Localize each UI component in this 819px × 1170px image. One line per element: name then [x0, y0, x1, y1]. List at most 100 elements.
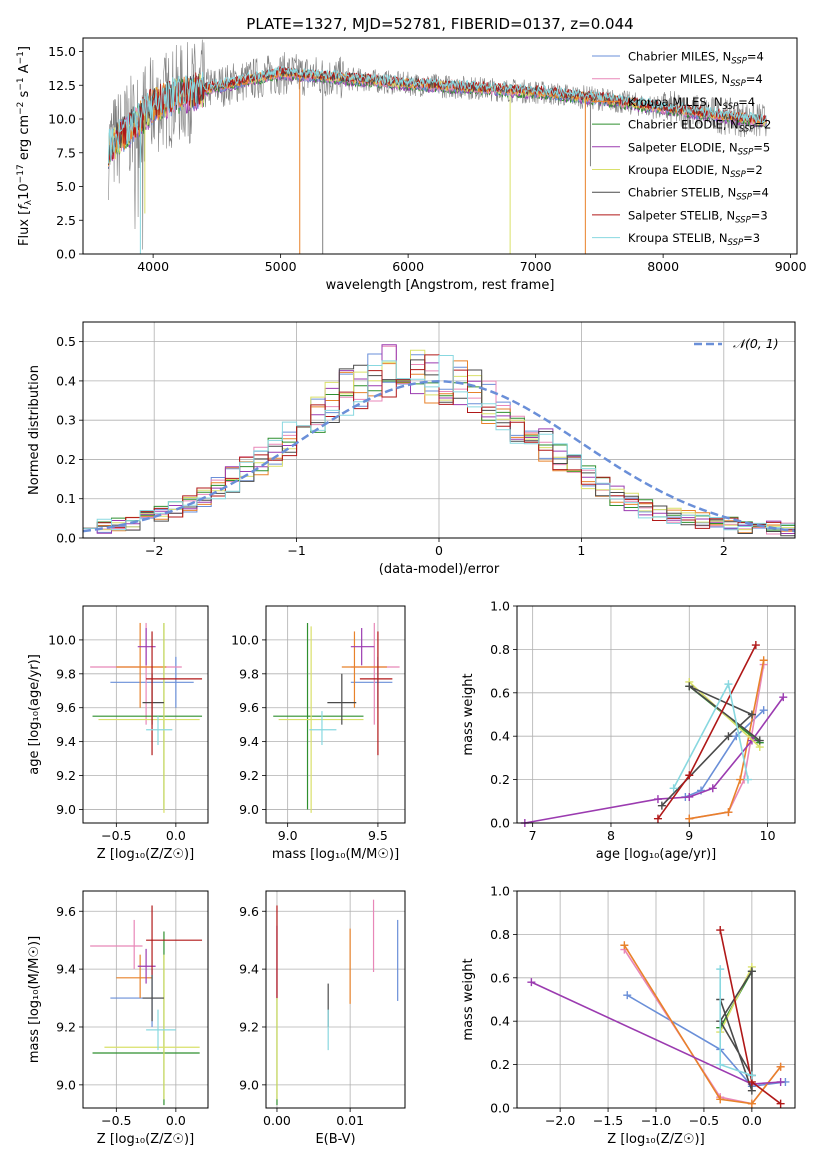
weight-marker: [724, 808, 733, 817]
axes-frame: [82, 890, 209, 1109]
weight-marker: [724, 680, 733, 689]
x-axis-label: (data-model)/error: [379, 562, 500, 577]
weight-line: [689, 660, 765, 820]
x-tick-label: 8000: [647, 259, 679, 274]
x-tick-label: 6000: [392, 259, 424, 274]
y-tick-label: 0.0: [56, 247, 76, 262]
y-tick-label: 9.4: [239, 962, 259, 977]
residuals-plot-area: [83, 344, 795, 537]
weight-marker: [653, 795, 662, 804]
weight-marker: [747, 967, 756, 976]
y-tick-label: 9.2: [56, 768, 76, 783]
weight_vs_z-plot-area: [527, 926, 790, 1108]
x-axis-label: mass [log₁₀(M/M☉)]: [272, 847, 399, 862]
age_vs_z-plot-area: [90, 622, 203, 813]
weight-line: [524, 696, 784, 824]
weight-marker: [685, 814, 694, 823]
y-tick-label: 2.5: [56, 213, 76, 228]
x-axis-label: age [log₁₀(age/yr)]: [596, 847, 717, 862]
y-tick-label: 10.0: [48, 632, 76, 647]
x-tick-label: 7000: [520, 259, 552, 274]
y-tick-label: 9.6: [56, 904, 76, 919]
x-tick-label: 0.01: [336, 1113, 364, 1128]
x-tick-label: 4000: [137, 259, 169, 274]
y-tick-label: 9.8: [56, 666, 76, 681]
weight_vs_age-panel: 7 8 9 10 0.0 0.2 0.4 0.6 0.8 1.0 age [log₁₀(age/yr…: [461, 599, 796, 862]
y-tick-label: 5.0: [56, 179, 76, 194]
axes-frame: [265, 605, 406, 824]
weight-marker: [779, 693, 788, 702]
y-tick-label: 9.6: [56, 700, 76, 715]
weight-marker: [755, 736, 764, 745]
legend: 𝒩(0, 1): [694, 336, 779, 351]
x-axis-label: Z [log₁₀(Z/Z☉)]: [97, 847, 194, 862]
x-tick-label: 10: [760, 828, 776, 843]
weight-marker: [716, 926, 725, 935]
legend-label: 𝒩(0, 1): [733, 336, 779, 351]
legend-label: Kroupa MILES, NSSP=4: [628, 95, 755, 112]
x-tick-label: 0.0: [166, 1113, 186, 1128]
mass_vs_z-plot-area: [90, 905, 203, 1106]
y-axis-label: Flux [fλ10−17 erg cm−2 s−1 A−1]: [16, 46, 34, 246]
weight-marker: [685, 771, 694, 780]
x-tick-label: −1: [287, 543, 305, 558]
x-tick-label: 1: [577, 543, 585, 558]
y-tick-label: 9.4: [239, 734, 259, 749]
legend: Chabrier MILES, NSSP=4 Salpeter MILES, NS…: [592, 50, 771, 248]
x-tick-label: −0.5: [101, 828, 131, 843]
y-tick-label: 9.0: [56, 1077, 76, 1092]
y-tick-label: 0.6: [490, 970, 510, 985]
x-tick-label: 5000: [265, 259, 297, 274]
weight-marker: [736, 775, 745, 784]
weight-marker: [669, 784, 678, 793]
x-tick-label: −0.5: [689, 1113, 719, 1128]
weight-marker: [759, 656, 768, 665]
y-tick-label: 1.0: [490, 884, 510, 899]
y-tick-label: 7.5: [56, 145, 76, 160]
x-tick-label: −1.0: [641, 1113, 671, 1128]
weight-line: [626, 994, 786, 1088]
y-tick-label: 0.8: [490, 927, 510, 942]
residuals-panel: −2 −1 0 1 2 0.0 0.1 0.2 0.3 0.4 0.5 (data-model)/er…: [27, 321, 796, 577]
y-tick-label: 9.0: [56, 802, 76, 817]
y-tick-label: 12.5: [48, 78, 76, 93]
legend-label: Chabrier STELIB, NSSP=4: [628, 186, 769, 203]
y-tick-label: 9.2: [239, 768, 259, 783]
x-tick-label: 2: [720, 543, 728, 558]
y-tick-label: 9.6: [239, 904, 259, 919]
axes-frame: [82, 37, 798, 255]
weight-marker: [716, 1060, 725, 1069]
y-axis-label: mass weight: [461, 958, 476, 1040]
weight-line: [623, 944, 782, 1105]
weight-marker: [751, 641, 760, 650]
y-tick-label: 9.0: [239, 802, 259, 817]
x-tick-label: 9.5: [368, 828, 388, 843]
y-tick-label: 0.2: [490, 772, 510, 787]
axes-frame: [516, 890, 796, 1109]
x-axis-label: wavelength [Angstrom, rest frame]: [326, 278, 555, 293]
x-tick-label: 9: [685, 828, 693, 843]
legend-label: Kroupa STELIB, NSSP=3: [628, 231, 760, 248]
age_vs_mass-plot-area: [273, 622, 400, 813]
weight-marker: [527, 978, 536, 987]
legend-label: Chabrier MILES, NSSP=4: [628, 50, 764, 67]
y-axis-label: mass [log₁₀(M/M☉)]: [27, 936, 42, 1063]
x-tick-label: −1.5: [593, 1113, 623, 1128]
y-tick-label: 0.3: [56, 413, 76, 428]
y-tick-label: 0.5: [56, 334, 76, 349]
x-tick-label: −0.5: [101, 1113, 131, 1128]
y-axis-label: mass weight: [461, 673, 476, 755]
legend-label: Salpeter STELIB, NSSP=3: [628, 208, 768, 225]
y-tick-label: 0.0: [490, 1101, 510, 1116]
weight-line: [685, 709, 765, 798]
y-tick-label: 0.8: [490, 642, 510, 657]
x-tick-label: −2: [145, 543, 163, 558]
y-axis-label: Normed distribution: [27, 365, 42, 495]
x-tick-label: 0.00: [263, 1113, 291, 1128]
mass_vs_ebv-plot-area: [276, 899, 399, 1106]
y-tick-label: 9.4: [56, 734, 76, 749]
spectrum-plot-area: [108, 39, 767, 254]
x-tick-label: −2.0: [545, 1113, 575, 1128]
y-tick-label: 9.4: [56, 962, 76, 977]
axes-frame: [265, 890, 406, 1109]
